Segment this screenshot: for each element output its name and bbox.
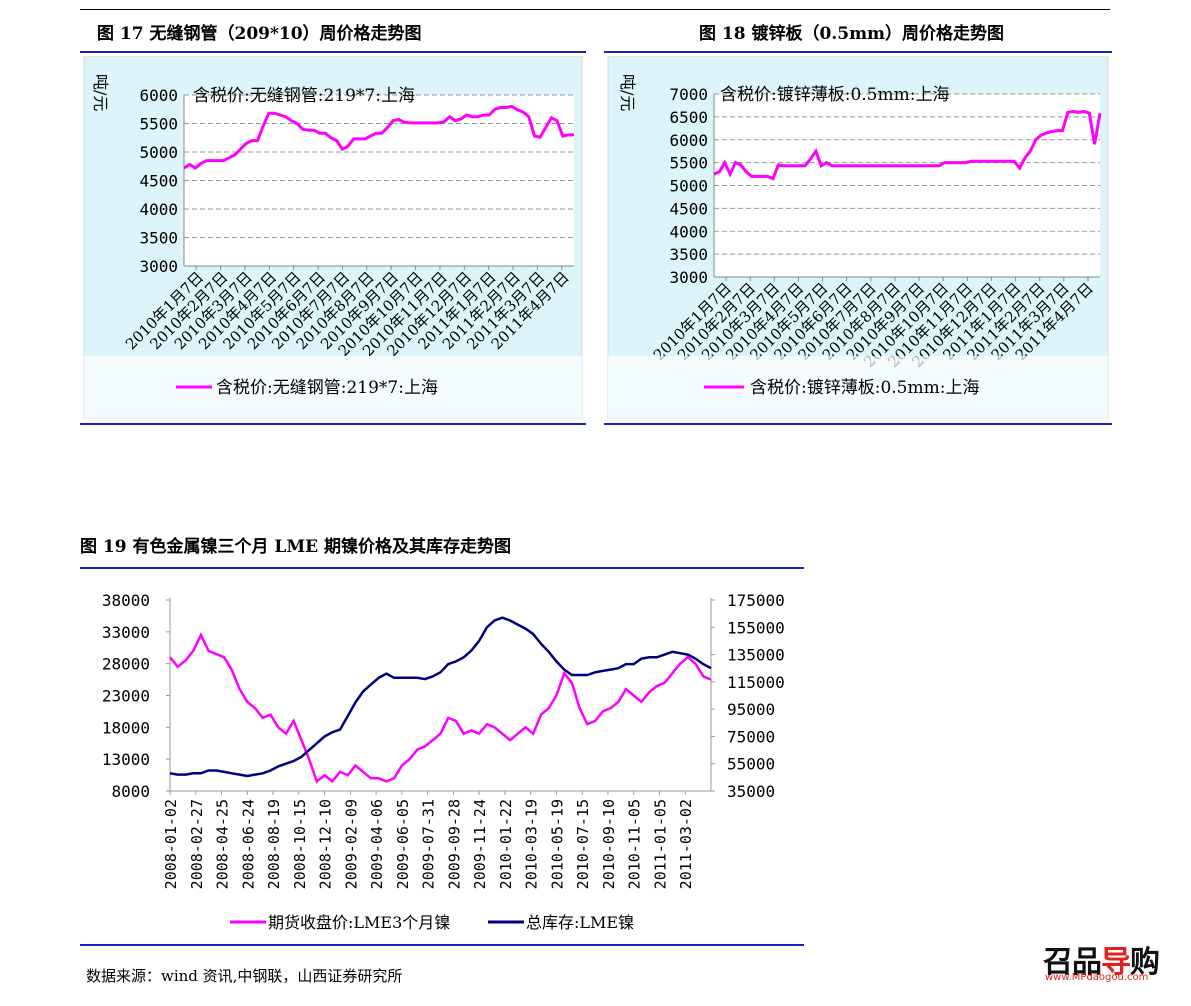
fig19-series-nickel-price [169, 632, 712, 784]
fig19-xtick-label: 2008-12-10 [317, 799, 335, 889]
fig18-ytick-label: 3500 [669, 245, 708, 264]
fig19-ytick-label: 18000 [102, 718, 150, 737]
fig18-ytick-label: 5500 [669, 154, 708, 173]
fig19-xtick-label: 2008-01-02 [162, 799, 180, 889]
fig17-series-line [183, 104, 574, 170]
fig19-xtick-label: 2011-03-02 [677, 799, 695, 889]
logo-url: www.MPdaogou.com [1045, 972, 1149, 983]
fig19-legend-label-stock: 总库存:LME镍 [526, 913, 634, 932]
fig19-legend-label-price: 期货收盘价:LME3个月镍 [268, 913, 450, 932]
fig19-ytick-label: 8000 [111, 782, 150, 801]
fig18-title: 图 18 镀锌板（0.5mm）周价格走势图 [699, 24, 1005, 44]
fig17-y-label: 吨/元 [91, 74, 110, 111]
fig19-chart: 38000 33000 28000 23000 18000 13000 8000 17500… [102, 591, 785, 932]
fig19-bottom-rule [80, 944, 804, 946]
fig17-ytick-label: 4500 [139, 172, 178, 191]
fig17-bottom-rule [80, 423, 586, 425]
fig18-annotation: 含税价:镀锌薄板:0.5mm:上海 [720, 85, 949, 105]
fig18-legend-box [608, 356, 1108, 418]
fig19-y2tick-label: 115000 [727, 673, 785, 692]
fig19-y2tick-label: 75000 [727, 727, 775, 746]
fig17-legend-label: 含税价:无缝钢管:219*7:上海 [216, 378, 438, 398]
fig19-xtick-label: 2011-01-05 [651, 799, 669, 889]
fig18-y-label: 吨/元 [618, 74, 637, 111]
fig19-title: 图 19 有色金属镍三个月 LME 期镍价格及其库存走势图 [80, 537, 512, 557]
fig19-xtick-label: 2008-10-15 [291, 799, 309, 889]
fig18-ytick-label: 6500 [669, 108, 708, 127]
fig18-ytick-label: 6000 [669, 131, 708, 150]
fig17-ytick-label: 5000 [139, 143, 178, 162]
fig18-title-rule [604, 51, 1112, 53]
source-note: 数据来源：wind 资讯,中钢联，山西证券研究所 [86, 967, 403, 985]
fig17-ytick-label: 4000 [139, 200, 178, 219]
fig19-xtick-label: 2009-09-28 [445, 799, 463, 889]
fig17-title-rule [80, 51, 586, 53]
fig19-series-lme-stock [169, 616, 712, 778]
fig19-xtick-label: 2008-06-24 [239, 799, 257, 889]
fig18-ytick-label: 5000 [669, 177, 708, 196]
fig19-ytick-label: 23000 [102, 687, 150, 706]
fig18-bottom-rule [604, 423, 1112, 425]
fig19-title-rule [80, 567, 804, 569]
fig19-xtick-label: 2010-01-22 [497, 799, 515, 889]
fig18-ytick-label: 4500 [669, 199, 708, 218]
fig19-ytick-label: 28000 [102, 655, 150, 674]
fig19-ytick-label: 13000 [102, 750, 150, 769]
fig18-series-line [713, 109, 1102, 181]
fig17-ytick-label: 6000 [139, 86, 178, 105]
top-rule [80, 9, 1110, 10]
fig17-ytick-label: 3000 [139, 257, 178, 276]
fig19-xtick-label: 2008-04-25 [214, 799, 232, 889]
fig19-xtick-label: 2010-11-05 [626, 799, 644, 889]
fig19-ytick-label: 33000 [102, 623, 150, 642]
fig18-legend-label: 含税价:镀锌薄板:0.5mm:上海 [750, 378, 979, 398]
fig17-annotation: 含税价:无缝钢管:219*7:上海 [193, 86, 415, 106]
fig19-xtick-label: 2010-07-15 [574, 799, 592, 889]
logo-text-accent: 导 [1101, 945, 1131, 980]
fig19-y2tick-label: 135000 [727, 646, 785, 665]
logo-text-main: 召品 [1043, 945, 1102, 980]
fig19-ytick-label: 38000 [102, 591, 150, 610]
fig17-ytick-label: 3500 [139, 229, 178, 248]
fig17-legend-box [84, 356, 582, 418]
logo-text-end: 购 [1130, 945, 1160, 980]
fig17-ytick-label: 5500 [139, 115, 178, 134]
fig19-xtick-label: 2009-07-31 [420, 799, 438, 889]
fig19-xtick-label: 2010-03-19 [523, 799, 541, 889]
fig18-ytick-label: 3000 [669, 268, 708, 287]
fig19-xtick-label: 2008-02-27 [188, 799, 206, 889]
fig19-y2tick-label: 35000 [727, 782, 775, 801]
fig19-xtick-label: 2009-06-05 [394, 799, 412, 889]
fig19-y2tick-label: 155000 [727, 618, 785, 637]
fig18-ytick-label: 4000 [669, 222, 708, 241]
logo: 召品导购 www.MPdaogou.com [1043, 937, 1173, 987]
fig19-xtick-label: 2010-09-10 [600, 799, 618, 889]
fig19-y2tick-label: 95000 [727, 700, 775, 719]
fig19-y2tick-label: 55000 [727, 755, 775, 774]
fig18-ytick-label: 7000 [669, 85, 708, 104]
fig17-title: 图 17 无缝钢管（209*10）周价格走势图 [97, 24, 422, 44]
fig19-xtick-label: 2009-11-24 [471, 799, 489, 889]
fig19-xtick-label: 2009-02-09 [342, 799, 360, 889]
fig19-xtick-label: 2008-08-19 [265, 799, 283, 889]
logo-mark: 召品导购 [1043, 937, 1160, 981]
fig19-xtick-label: 2010-05-19 [548, 799, 566, 889]
fig19-xtick-label: 2009-04-06 [368, 799, 386, 889]
fig19-y2tick-label: 175000 [727, 591, 785, 610]
